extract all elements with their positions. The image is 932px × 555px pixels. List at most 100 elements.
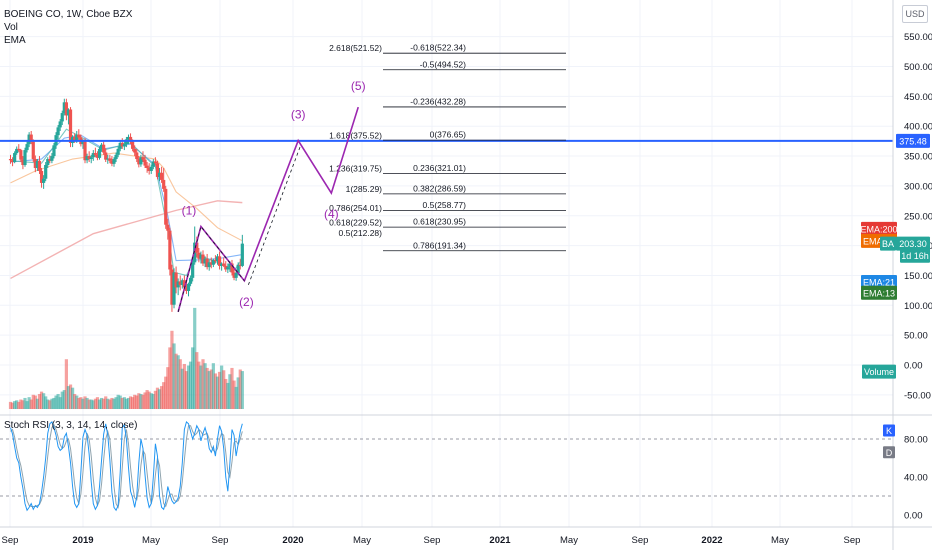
chart-legend: BOEING CO, 1W, Cboe BZX Vol EMA <box>4 8 132 47</box>
time-tick-label: 2019 <box>72 535 93 546</box>
fib-extension-label: 0.618(229.52) <box>329 217 382 227</box>
volume-bar <box>176 355 180 409</box>
fib-retracement-label: -0.236(432.28) <box>410 96 466 106</box>
volume-bar <box>213 373 218 409</box>
volume-bar <box>151 393 155 409</box>
volume-bar <box>64 359 68 409</box>
candle-body <box>85 156 89 161</box>
candle-body <box>137 159 141 165</box>
volume-bar <box>220 365 224 409</box>
volume-bar <box>81 398 85 409</box>
candle-body <box>19 150 23 160</box>
volume-bar <box>149 393 153 409</box>
candle-body <box>217 256 222 266</box>
price-badge-text: EMA:13 <box>863 288 895 298</box>
candle-body <box>33 159 37 168</box>
currency-button[interactable]: USD <box>902 5 928 23</box>
candle-body <box>139 157 143 165</box>
badge-bg <box>883 424 895 437</box>
time-tick-label: Sep <box>2 535 19 546</box>
grid <box>0 0 893 527</box>
price-badge-text: Volume <box>864 367 894 377</box>
stoch-rsi-title[interactable]: Stoch RSI (3, 3, 14, 14, close) <box>4 420 138 431</box>
price-tick-label: 500.00 <box>904 62 932 73</box>
fib-retracement-label: 0.236(321.01) <box>413 163 466 173</box>
volume-bar <box>191 347 195 409</box>
time-tick-label: 2021 <box>489 535 511 546</box>
candle-body <box>58 121 62 128</box>
stoch_d-line <box>10 423 243 509</box>
price-badge-text: 375.48 <box>899 136 927 146</box>
fib-retracement-label: -0.618(522.34) <box>410 43 466 53</box>
candle-body <box>126 136 131 140</box>
candle-body <box>232 272 236 278</box>
price-badge-bg <box>900 248 930 263</box>
price-badge-text: EMA:55 <box>863 236 895 246</box>
candle-body <box>27 134 31 145</box>
volume-bar <box>77 397 81 409</box>
volume-bar <box>21 400 25 409</box>
candle-body <box>8 159 13 161</box>
volume-bar <box>228 374 232 409</box>
price-badge-text: BA <box>882 239 894 249</box>
candle-body <box>220 263 224 266</box>
candle-body <box>230 263 234 273</box>
volume-bar <box>236 377 240 409</box>
candle-body <box>39 170 44 183</box>
volume-bar <box>126 397 131 409</box>
volume-bar <box>25 401 29 409</box>
candle-body <box>50 156 54 161</box>
volume-bar <box>95 397 100 409</box>
candle-body <box>162 179 166 189</box>
volume-bar <box>89 399 93 409</box>
symbol-title[interactable]: BOEING CO, 1W, Cboe BZX <box>4 9 133 20</box>
fib-extension-label: 1.618(375.52) <box>329 130 382 140</box>
ema200-line <box>10 200 243 280</box>
volume-bar <box>217 371 222 409</box>
candle-body <box>93 153 97 155</box>
volume-bar <box>141 394 145 409</box>
price-tick-label: 300.00 <box>904 181 932 192</box>
candle-body <box>149 166 153 171</box>
volume-bar <box>201 359 205 409</box>
candle-body <box>184 287 189 291</box>
candle-body <box>166 224 170 231</box>
volume-indicator-label[interactable]: Vol <box>4 22 18 33</box>
candle-body <box>83 141 87 161</box>
price-badge-bg <box>896 236 930 251</box>
candle-body <box>168 230 172 270</box>
badge-bg <box>883 446 895 459</box>
candle-body <box>211 259 215 265</box>
volume-bar <box>15 400 19 409</box>
volume-bar <box>186 365 191 409</box>
candle-body <box>104 152 108 160</box>
volume-bar <box>50 398 54 409</box>
volume-bar <box>155 387 160 409</box>
volume-bar <box>143 392 147 409</box>
candle-body <box>112 159 116 164</box>
volume-bar <box>170 330 174 409</box>
volume-bar <box>8 401 13 409</box>
volume-bar <box>178 359 182 409</box>
fib-extension-label: 0.786(254.01) <box>329 203 382 213</box>
candle-body <box>68 109 73 143</box>
volume-bar <box>33 395 37 409</box>
ema55-line <box>10 152 243 242</box>
elliott-label: (2) <box>239 295 254 309</box>
volume-bar <box>164 376 168 409</box>
volume-bar <box>93 398 97 409</box>
candle-body <box>77 134 81 138</box>
price-badge: BA <box>880 236 896 251</box>
elliott-label: (5) <box>351 79 366 93</box>
stoch_k-line <box>10 420 243 512</box>
volume-bar <box>99 397 104 409</box>
price-tick-label: 250.00 <box>904 211 932 222</box>
candle-body <box>151 161 155 167</box>
ema21-line <box>10 134 243 262</box>
price-tick-label: 0.00 <box>904 361 923 372</box>
ema-indicator-label[interactable]: EMA <box>4 35 26 46</box>
time-tick-label: 2020 <box>282 535 303 546</box>
volume-bar <box>27 397 31 409</box>
time-tick-label: May <box>353 535 371 546</box>
